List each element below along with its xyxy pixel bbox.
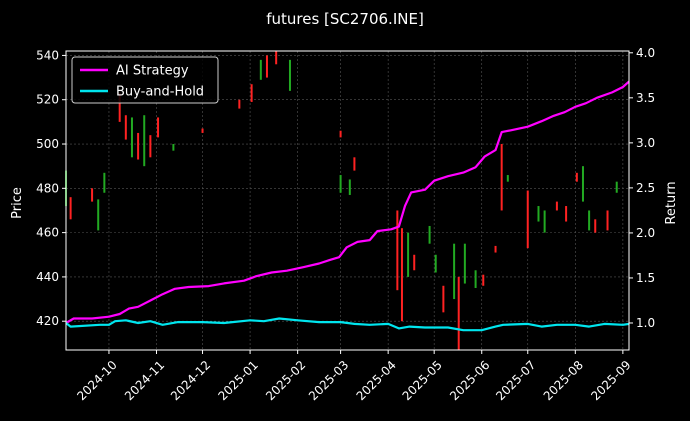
- y-tick-label: 460: [36, 226, 59, 240]
- y-axis-right: 1.0 1.5 2.0 2.5 3.0 3.5 4.0: [629, 46, 655, 330]
- legend-label-buy-and-hold: Buy-and-Hold: [116, 85, 204, 100]
- candle: [543, 210, 546, 233]
- candle: [130, 117, 133, 158]
- y2-tick-label: 3.0: [636, 136, 655, 150]
- candle: [581, 166, 584, 202]
- candle: [118, 93, 121, 122]
- series-line-buy-and-hold: [65, 317, 630, 332]
- candle: [606, 210, 609, 231]
- legend-label-ai-strategy: AI Strategy: [116, 64, 189, 79]
- y-tick-label: 420: [36, 314, 59, 328]
- candle: [474, 270, 477, 288]
- candle: [506, 175, 509, 182]
- y2-tick-label: 1.0: [636, 316, 655, 330]
- y-axis-left: 420 440 460 480 500 520 540: [36, 48, 66, 328]
- y-tick-label: 540: [36, 48, 59, 62]
- candle: [555, 201, 558, 211]
- candle: [137, 132, 140, 160]
- y2-tick-label: 1.5: [636, 271, 655, 285]
- candle: [442, 285, 445, 313]
- candle: [526, 190, 529, 249]
- candle: [157, 117, 160, 138]
- y2-tick-label: 4.0: [636, 46, 655, 60]
- candles: [65, 51, 618, 350]
- y-tick-label: 440: [36, 270, 59, 284]
- candle: [407, 232, 410, 277]
- candle: [453, 243, 456, 300]
- chart-title: futures [SC2706.INE]: [266, 10, 424, 28]
- candle: [494, 245, 497, 253]
- legend: AI Strategy Buy-and-Hold: [71, 56, 219, 104]
- candle: [172, 144, 175, 151]
- candle: [69, 197, 72, 220]
- candle: [250, 84, 253, 102]
- y2-tick-label: 3.5: [636, 91, 655, 105]
- candle: [428, 225, 431, 244]
- plot-frame: [65, 50, 630, 351]
- y2-tick-label: 2.5: [636, 181, 655, 195]
- candle: [259, 59, 262, 80]
- candle: [400, 228, 403, 322]
- candle: [594, 219, 597, 233]
- series-lines: [65, 80, 630, 332]
- y2-tick-label: 2.0: [636, 226, 655, 240]
- candle: [143, 115, 146, 167]
- legend-box: [71, 56, 219, 104]
- candle: [434, 254, 437, 273]
- candle: [91, 188, 94, 202]
- candle: [339, 130, 342, 138]
- candle: [353, 157, 356, 171]
- series-line-ai-strategy: [65, 80, 630, 324]
- candle: [124, 115, 127, 140]
- candle: [588, 210, 591, 231]
- candle: [615, 181, 618, 193]
- candle: [238, 99, 241, 109]
- candle: [201, 128, 204, 133]
- candle: [265, 55, 268, 78]
- candle: [482, 274, 485, 286]
- candle: [339, 175, 342, 193]
- candle: [396, 210, 399, 291]
- y-axis-label: Price: [10, 187, 25, 219]
- y2-axis-label: Return: [664, 181, 679, 224]
- candle: [275, 51, 278, 65]
- candle: [103, 172, 106, 193]
- candle: [413, 254, 416, 271]
- candle: [288, 59, 291, 91]
- candle: [575, 172, 578, 182]
- candle: [463, 243, 466, 284]
- candle: [500, 144, 503, 211]
- candle: [565, 206, 568, 222]
- candle: [97, 199, 100, 231]
- y-tick-label: 500: [36, 137, 59, 151]
- candle: [457, 276, 460, 350]
- candle: [348, 179, 351, 195]
- candle: [537, 206, 540, 222]
- y-tick-label: 520: [36, 93, 59, 107]
- y-tick-label: 480: [36, 181, 59, 195]
- candle: [149, 135, 152, 158]
